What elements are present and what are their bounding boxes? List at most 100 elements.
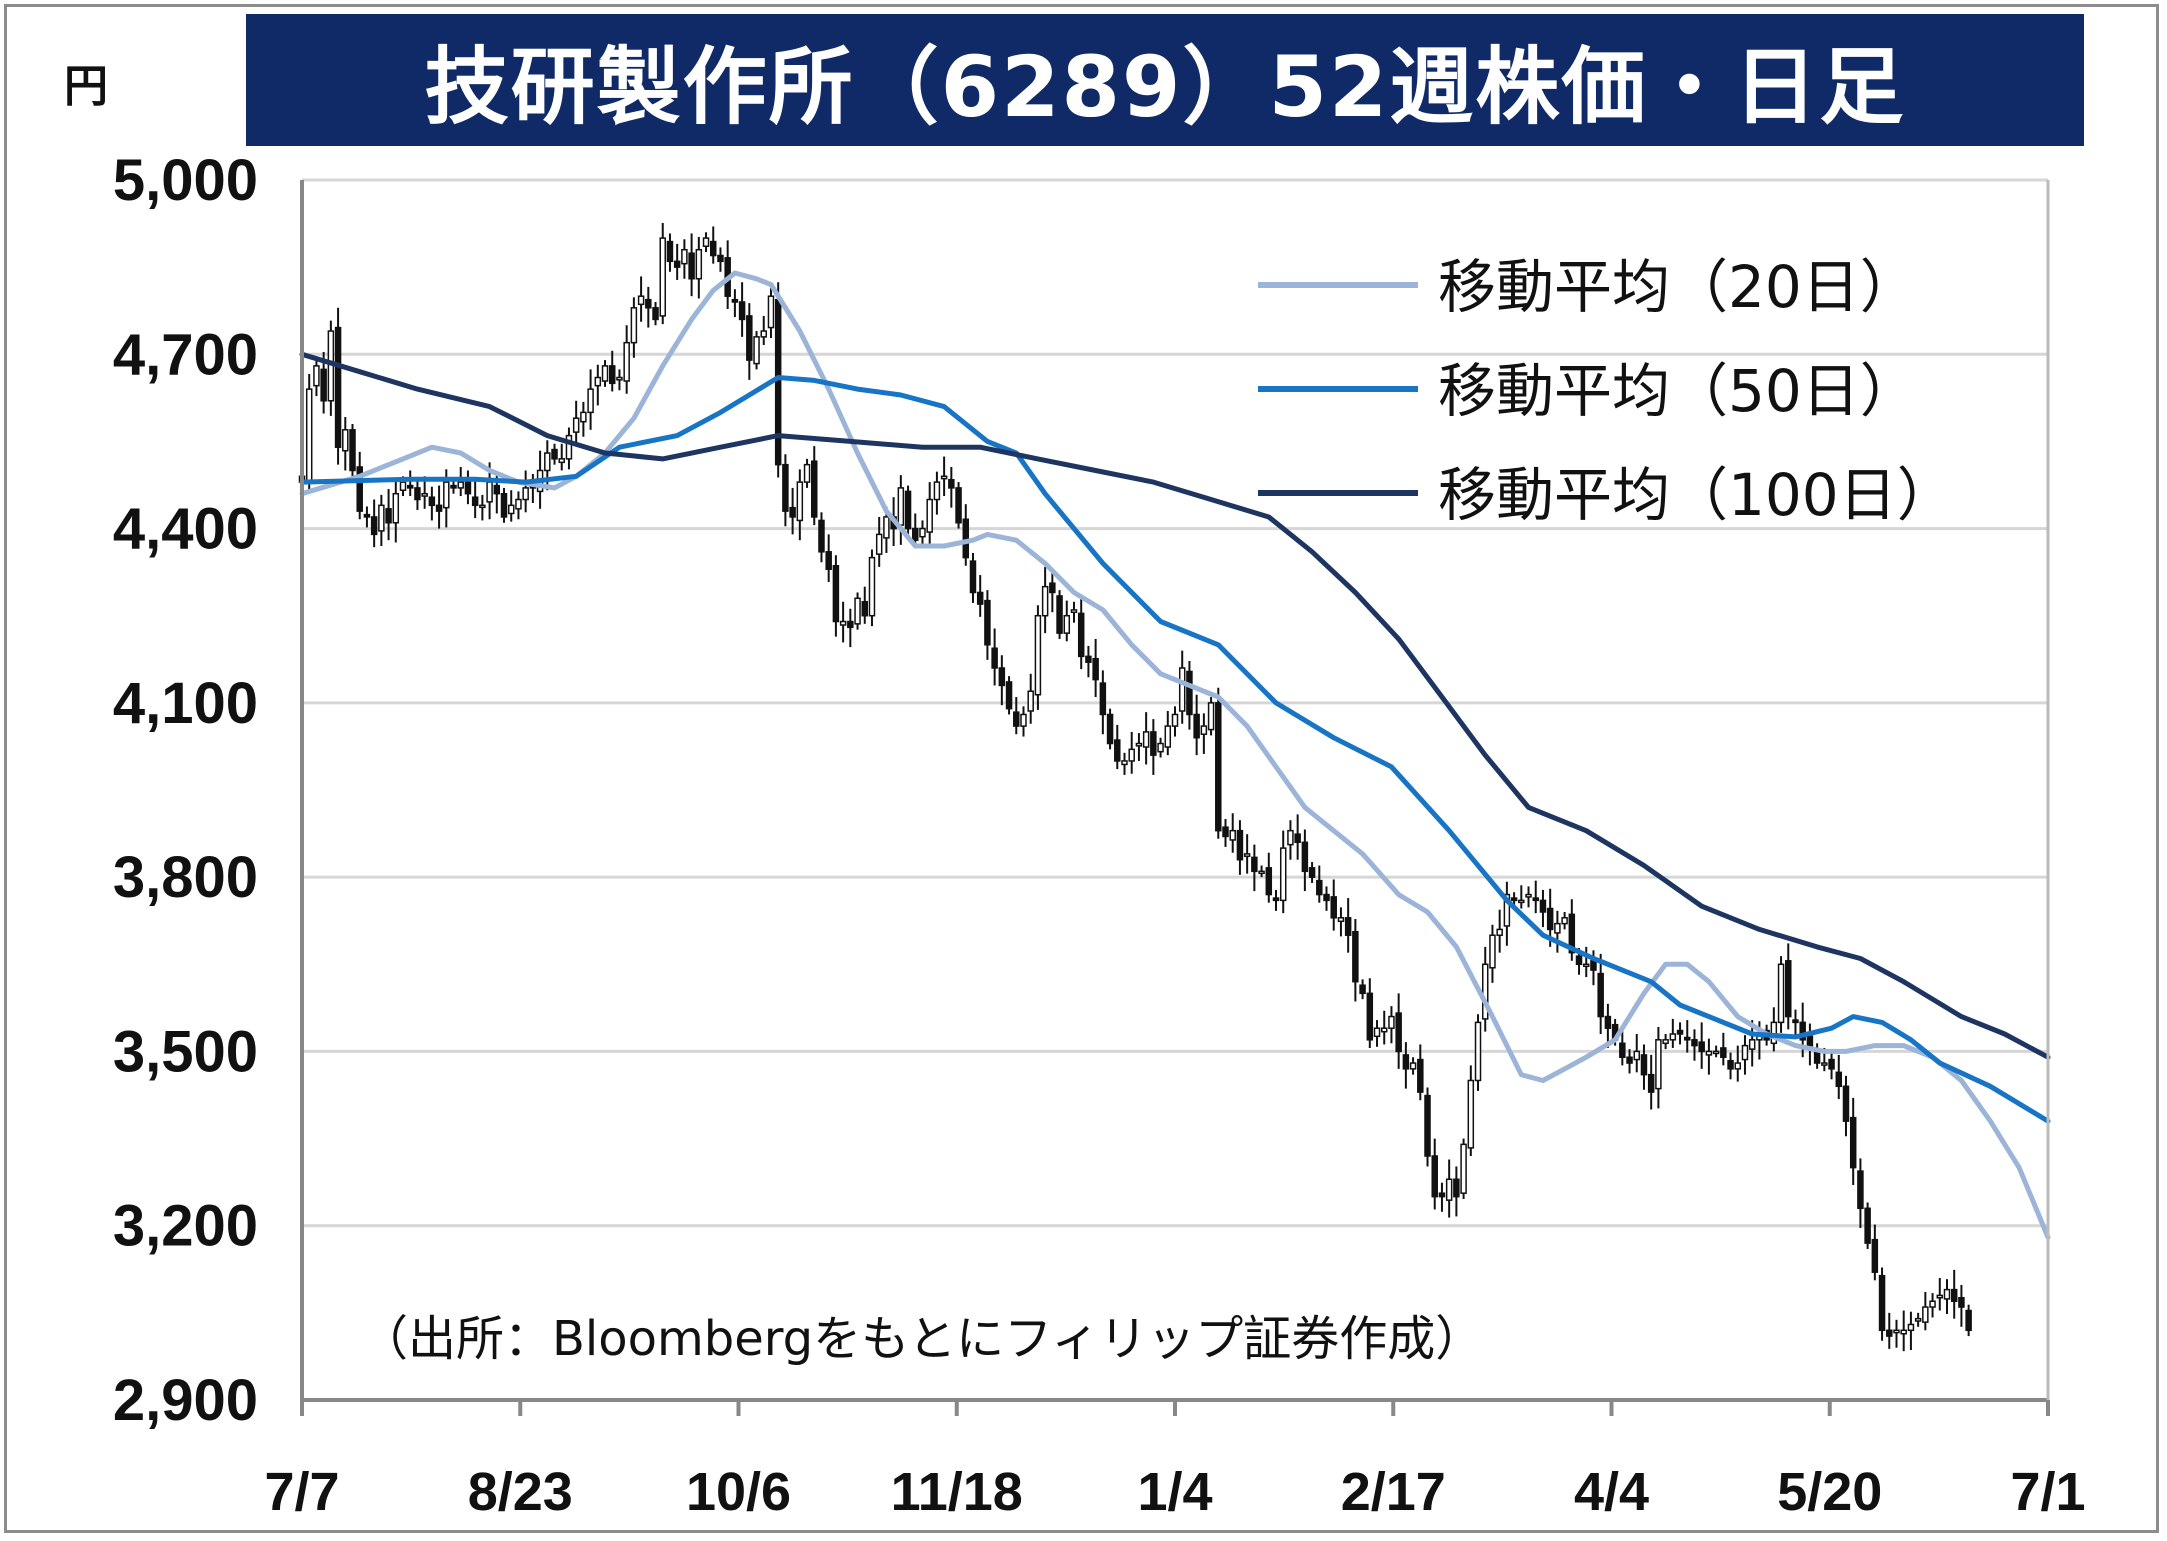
- candle-body: [897, 487, 905, 526]
- candle-body: [1633, 1050, 1641, 1061]
- candle-body: [1308, 867, 1316, 878]
- candle-body: [883, 516, 890, 539]
- candle-body: [1034, 614, 1042, 696]
- candle-body: [933, 481, 941, 501]
- candle-body: [1272, 897, 1280, 902]
- legend-label: 移動平均（100日）: [1438, 461, 1955, 529]
- candle-body: [1821, 1062, 1828, 1066]
- candle-body: [1178, 667, 1186, 712]
- candle-body: [1027, 690, 1034, 712]
- candle-body: [717, 254, 724, 263]
- candle-body: [1554, 922, 1561, 934]
- y-tick-label: 2,900: [113, 1368, 258, 1433]
- candle-body: [1958, 1297, 1965, 1308]
- candle-body: [666, 240, 674, 263]
- candle-body: [1792, 1019, 1799, 1024]
- candle-body: [1128, 748, 1135, 762]
- candle-body: [363, 513, 371, 518]
- candle-body: [875, 533, 883, 555]
- candle-body: [421, 492, 428, 497]
- candle-body: [1366, 992, 1374, 1041]
- candle-body: [544, 452, 551, 472]
- candle-body: [1936, 1294, 1944, 1299]
- candle-body: [1604, 1015, 1612, 1029]
- candle-body: [688, 252, 695, 280]
- candle-body: [1705, 1050, 1713, 1056]
- candle-body: [1691, 1039, 1698, 1047]
- candle-body: [1467, 1079, 1475, 1149]
- candle-body: [1352, 931, 1359, 983]
- candle-body: [1871, 1238, 1879, 1273]
- candle-body: [1582, 963, 1590, 968]
- candle-body: [392, 492, 400, 524]
- candle-body: [1748, 1039, 1756, 1050]
- candle-body: [1279, 847, 1287, 902]
- candle-body: [1676, 1029, 1684, 1035]
- candle-body: [673, 260, 681, 268]
- candle-body: [507, 504, 515, 515]
- candle-body: [1590, 960, 1597, 971]
- candle-body: [681, 248, 688, 265]
- candle-body: [1893, 1329, 1900, 1334]
- candle-body: [450, 484, 457, 489]
- candle-body: [1546, 907, 1554, 931]
- candle-body: [608, 365, 616, 385]
- grid-layer: [302, 178, 2048, 1228]
- y-tick-label: 4,400: [113, 497, 258, 562]
- candle-body: [1106, 713, 1114, 745]
- candle-body: [349, 429, 356, 472]
- candle-body: [1063, 614, 1071, 634]
- candle-body: [1878, 1274, 1886, 1332]
- candle-body: [1503, 893, 1511, 927]
- candle-body: [1287, 829, 1294, 846]
- candle-body: [594, 376, 602, 387]
- candle-body: [1099, 682, 1107, 716]
- candle-body: [1229, 829, 1236, 841]
- chart-title: 技研製作所（6289）52週株価・日足: [424, 37, 1906, 136]
- candle-body: [1207, 702, 1215, 731]
- candle-body: [1900, 1329, 1907, 1335]
- candle-body: [1121, 760, 1128, 766]
- candle-body: [868, 556, 876, 617]
- candle-body: [378, 504, 385, 532]
- candle-body: [1568, 913, 1576, 954]
- moving-average-layer: [299, 270, 2051, 1240]
- candle-body: [1640, 1054, 1648, 1076]
- candle-body: [1460, 1143, 1467, 1194]
- candle-body: [709, 240, 717, 257]
- candle-body: [1727, 1059, 1734, 1070]
- candle-body: [1720, 1047, 1727, 1058]
- candle-body: [760, 330, 768, 338]
- candle-body: [1597, 972, 1604, 1018]
- candle-body: [1655, 1039, 1662, 1090]
- legend-label: 移動平均（50日）: [1438, 357, 1918, 425]
- candle-body: [1864, 1207, 1871, 1244]
- candle-body: [1417, 1058, 1424, 1093]
- legend: 移動平均（20日） 移動平均（50日） 移動平均（100日）: [1258, 253, 1955, 529]
- candle-body: [1150, 731, 1157, 756]
- candle-body: [984, 599, 991, 646]
- candle-body: [587, 388, 594, 414]
- candle-body: [919, 527, 926, 538]
- source-note: （出所：Bloombergをもとにフィリップ証券作成）: [360, 1311, 1483, 1367]
- candle-body: [1619, 1042, 1626, 1058]
- candle-body: [1049, 582, 1056, 594]
- y-unit-label: 円: [64, 61, 108, 112]
- candle-body: [774, 298, 782, 466]
- candle-body: [572, 417, 580, 433]
- axis-layer: [300, 180, 2050, 1416]
- candle-body: [1922, 1306, 1929, 1323]
- candle-body: [825, 551, 832, 570]
- candle-body: [1907, 1323, 1915, 1332]
- candle-body: [904, 490, 912, 530]
- candle-body: [479, 504, 486, 509]
- candle-body: [991, 647, 998, 669]
- candle-body: [955, 487, 962, 524]
- candle-body: [782, 463, 789, 512]
- y-tick-label: 5,000: [113, 148, 258, 213]
- candle-body: [1525, 893, 1532, 898]
- candle-body: [1373, 1027, 1381, 1038]
- candle-body: [1171, 713, 1179, 727]
- candle-body: [500, 492, 508, 518]
